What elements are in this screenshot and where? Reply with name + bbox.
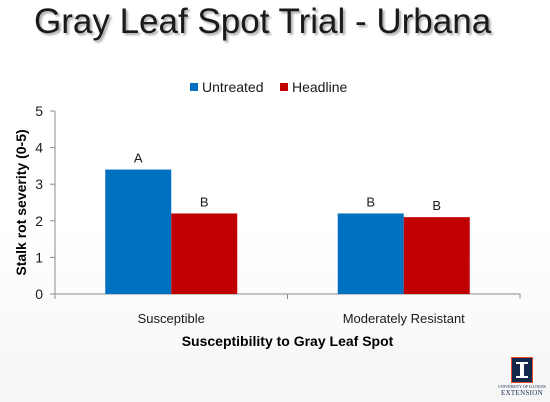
y-tick-label: 2 [35,213,43,229]
slide-title: Gray Leaf Spot Trial - Urbana [34,2,492,41]
data-label: A [134,151,143,166]
legend-label: Headline [292,79,347,95]
x-axis-title: Susceptibility to Gray Leaf Spot [182,333,394,349]
y-tick-label: 5 [35,103,43,119]
extension-logo: UNIVERSITY OF ILLINOIS EXTENSION [498,357,546,399]
data-label: B [366,194,375,209]
x-tick-label: Moderately Resistant [343,311,465,326]
y-tick-label: 4 [35,140,43,156]
legend-swatch [280,83,288,91]
data-label: B [432,198,441,213]
logo-university-text: UNIVERSITY OF ILLINOIS [498,384,546,389]
y-tick-label: 1 [35,249,43,265]
y-axis-title: Stalk rot severity (0-5) [13,129,29,275]
bar [171,213,238,294]
logo-extension-text: EXTENSION [501,389,543,397]
bar [403,217,470,294]
data-label: B [200,194,209,209]
y-tick-label: 3 [35,176,43,192]
legend-swatch [190,83,198,91]
y-tick-label: 0 [35,286,43,302]
x-tick-label: Susceptible [138,311,205,326]
bar [105,169,172,294]
bar [337,213,404,294]
block-i-logo-icon [511,357,533,383]
legend-label: Untreated [202,79,263,95]
